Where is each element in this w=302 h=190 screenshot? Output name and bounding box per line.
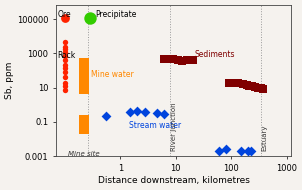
Text: Mine water: Mine water <box>92 70 134 79</box>
Point <box>82 74 86 77</box>
Point <box>171 57 176 60</box>
Point <box>63 48 67 51</box>
X-axis label: Distance downstream, kilometres: Distance downstream, kilometres <box>98 176 250 185</box>
Point <box>63 81 67 84</box>
Point <box>180 59 185 62</box>
Point <box>235 82 240 85</box>
Point <box>166 57 171 60</box>
Point <box>239 149 243 152</box>
Point <box>63 85 67 88</box>
Point <box>143 110 148 113</box>
Text: Estuary: Estuary <box>262 124 268 151</box>
Point <box>247 84 252 87</box>
Text: Precipitate: Precipitate <box>95 10 137 19</box>
Point <box>223 148 228 151</box>
Point <box>154 112 159 115</box>
Point <box>82 119 86 122</box>
Point <box>63 51 67 54</box>
Point <box>135 110 140 113</box>
Text: Mine site: Mine site <box>68 151 100 157</box>
Text: Rock: Rock <box>57 51 76 60</box>
Point <box>217 149 221 152</box>
Point <box>82 81 86 84</box>
Point <box>63 45 67 48</box>
Point <box>104 114 108 117</box>
Point <box>250 85 255 88</box>
Point <box>128 110 133 113</box>
Text: Ore: Ore <box>57 10 71 19</box>
Point <box>253 86 258 89</box>
Point <box>63 64 67 67</box>
Point <box>161 112 166 115</box>
Point <box>261 88 266 91</box>
Point <box>226 82 231 85</box>
Point <box>63 71 67 74</box>
Point <box>82 69 86 72</box>
Point <box>63 89 67 92</box>
Text: River junction: River junction <box>171 102 177 151</box>
Point <box>240 83 245 86</box>
Point <box>82 61 86 64</box>
Point <box>63 59 67 62</box>
Point <box>161 57 166 60</box>
Point <box>82 127 86 130</box>
Point <box>63 55 67 58</box>
Point <box>258 87 263 90</box>
Y-axis label: Sb, ppm: Sb, ppm <box>5 62 14 99</box>
Point <box>63 66 67 69</box>
Point <box>249 149 254 152</box>
Text: Sediments: Sediments <box>195 50 235 59</box>
Point <box>176 58 181 61</box>
Point <box>63 16 67 19</box>
Point <box>63 76 67 79</box>
Point <box>246 149 250 152</box>
Point <box>231 81 236 84</box>
Point <box>82 88 86 91</box>
Point <box>185 58 190 61</box>
Point <box>87 16 92 19</box>
Point <box>190 59 195 62</box>
Point <box>255 86 260 89</box>
Point <box>63 40 67 43</box>
Point <box>244 84 249 87</box>
Text: Stream water: Stream water <box>129 121 181 130</box>
